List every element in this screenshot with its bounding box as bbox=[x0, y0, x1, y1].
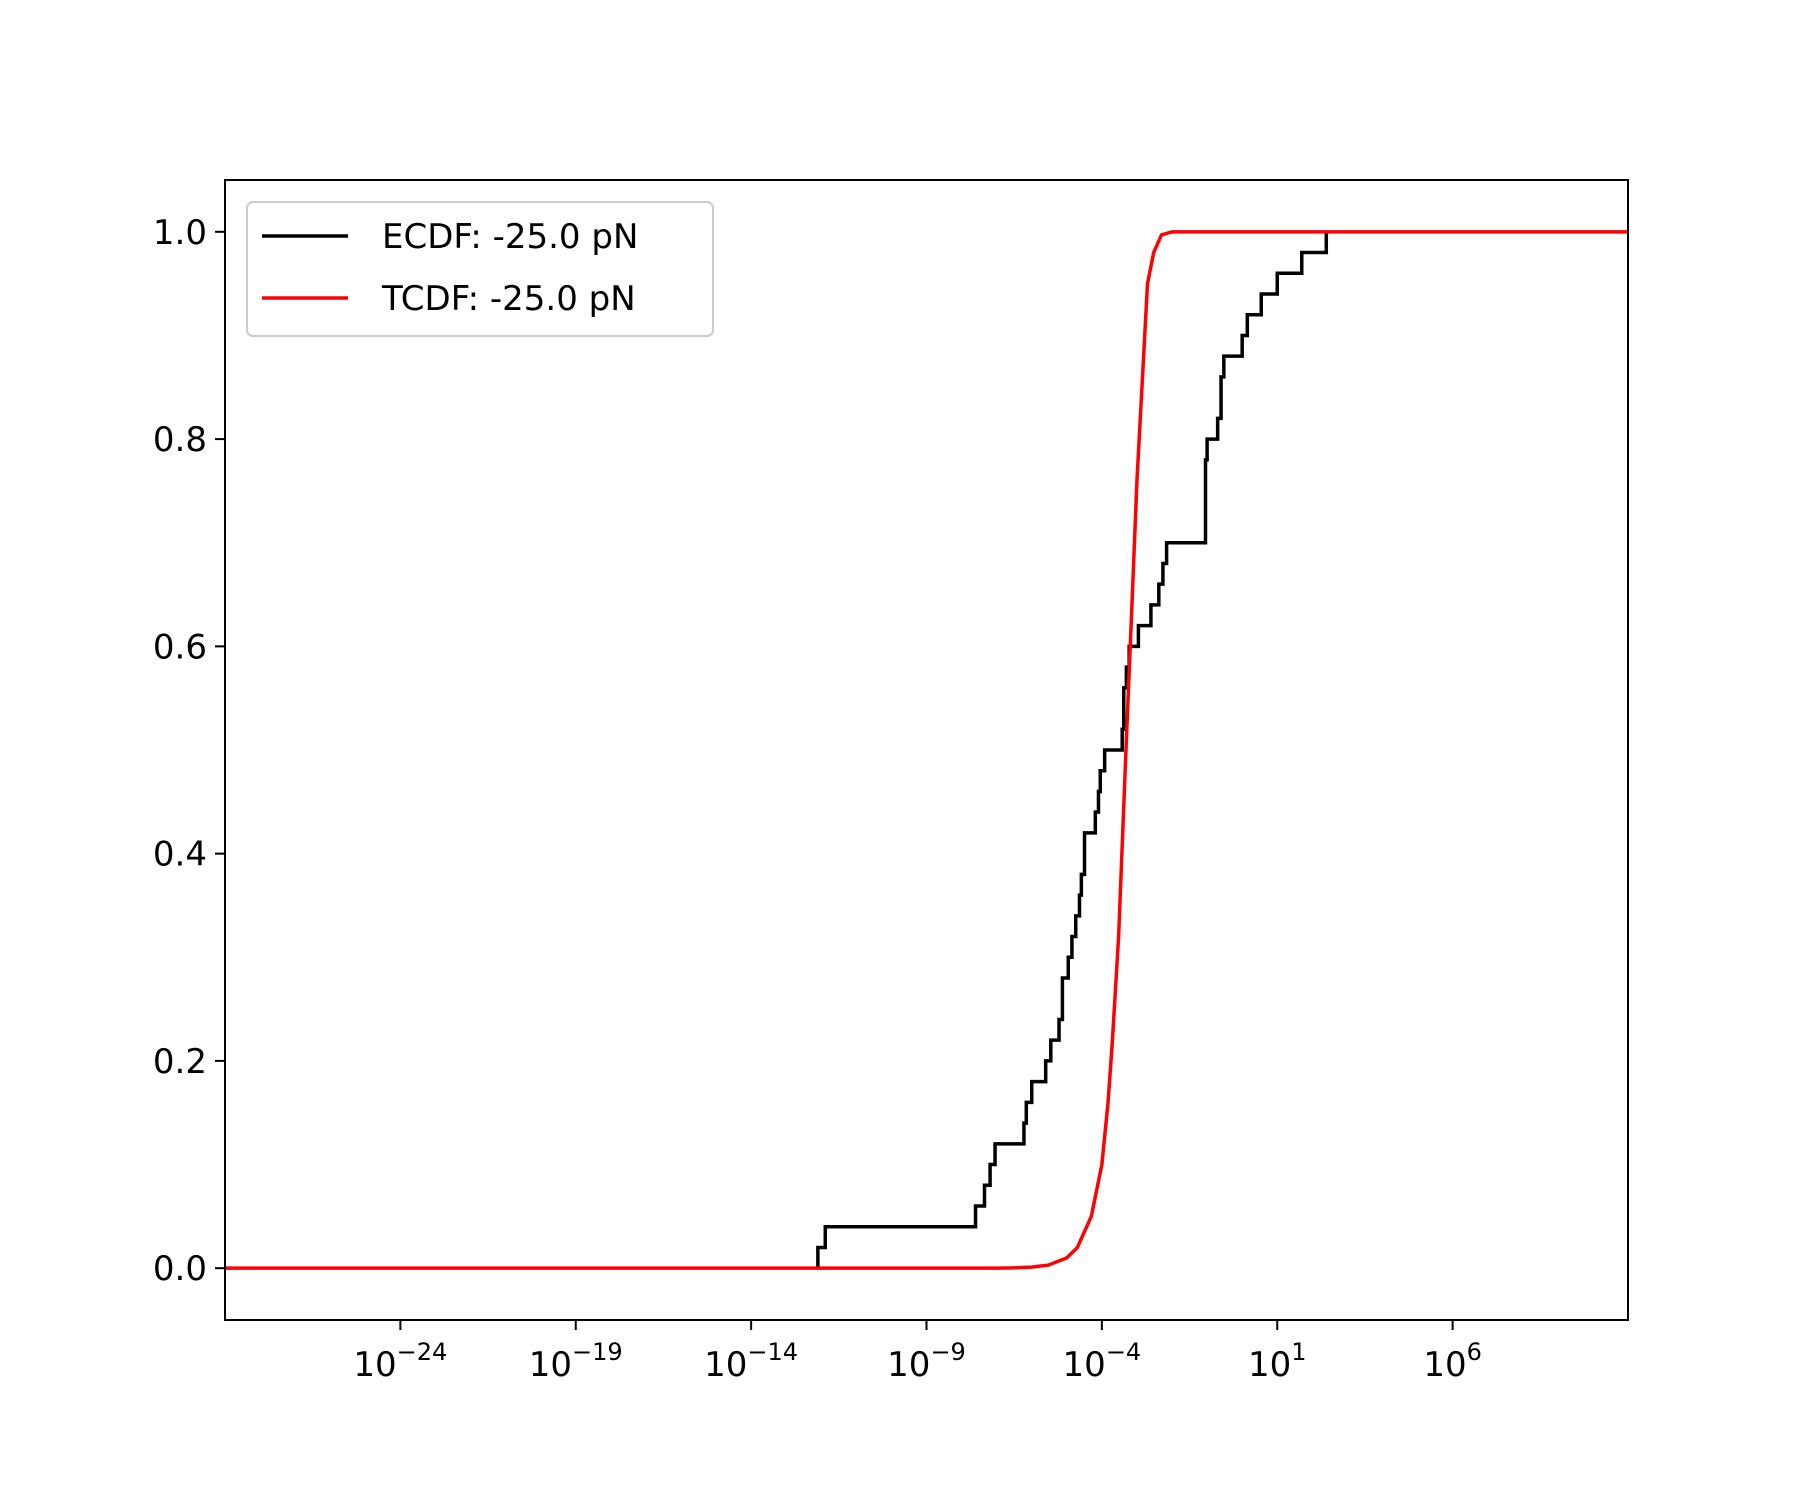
x-tick-label: 10−14 bbox=[704, 1338, 798, 1385]
legend: ECDF: -25.0 pN TCDF: -25.0 pN bbox=[246, 201, 714, 337]
x-tick-exponent: −14 bbox=[747, 1338, 798, 1366]
y-tick-label: 0.4 bbox=[153, 835, 207, 875]
series-line-tcdf bbox=[225, 230, 1628, 1270]
y-axis: 0.0 0.2 0.4 0.6 0.8 1.0 bbox=[153, 213, 225, 1289]
x-tick-exponent: 6 bbox=[1467, 1338, 1482, 1366]
legend-box bbox=[246, 201, 714, 337]
x-tick-exponent: −4 bbox=[1106, 1338, 1141, 1366]
x-axis: 10−24 10−19 10−14 10−9 10−4 101 106 bbox=[353, 1320, 1482, 1385]
x-tick-label: 10−24 bbox=[353, 1338, 447, 1385]
y-tick-label: 0.2 bbox=[153, 1042, 207, 1082]
x-tick-base: 10 bbox=[1063, 1345, 1106, 1385]
series-line-ecdf bbox=[816, 231, 1329, 1269]
x-tick-base: 10 bbox=[529, 1345, 572, 1385]
x-tick-exponent: −19 bbox=[572, 1338, 623, 1366]
x-tick-label: 101 bbox=[1248, 1338, 1307, 1385]
x-tick-exponent: −24 bbox=[397, 1338, 448, 1366]
x-tick-base: 10 bbox=[887, 1345, 930, 1385]
x-tick-label: 106 bbox=[1423, 1338, 1482, 1385]
legend-label: TCDF: -25.0 pN bbox=[381, 279, 636, 319]
x-tick-label: 10−4 bbox=[1063, 1338, 1142, 1385]
y-tick-label: 1.0 bbox=[153, 213, 207, 253]
x-tick-label: 10−9 bbox=[887, 1338, 966, 1385]
x-tick-base: 10 bbox=[704, 1345, 747, 1385]
x-tick-exponent: 1 bbox=[1291, 1338, 1306, 1366]
y-tick-label: 0.6 bbox=[153, 627, 207, 667]
y-tick-label: 0.0 bbox=[153, 1249, 207, 1289]
x-tick-exponent: −9 bbox=[930, 1338, 965, 1366]
series-layer bbox=[225, 230, 1628, 1270]
x-tick-base: 10 bbox=[353, 1345, 396, 1385]
x-tick-label: 10−19 bbox=[529, 1338, 623, 1385]
x-tick-base: 10 bbox=[1423, 1345, 1466, 1385]
legend-label: ECDF: -25.0 pN bbox=[382, 217, 638, 257]
y-tick-label: 0.8 bbox=[153, 420, 207, 460]
x-tick-base: 10 bbox=[1248, 1345, 1291, 1385]
